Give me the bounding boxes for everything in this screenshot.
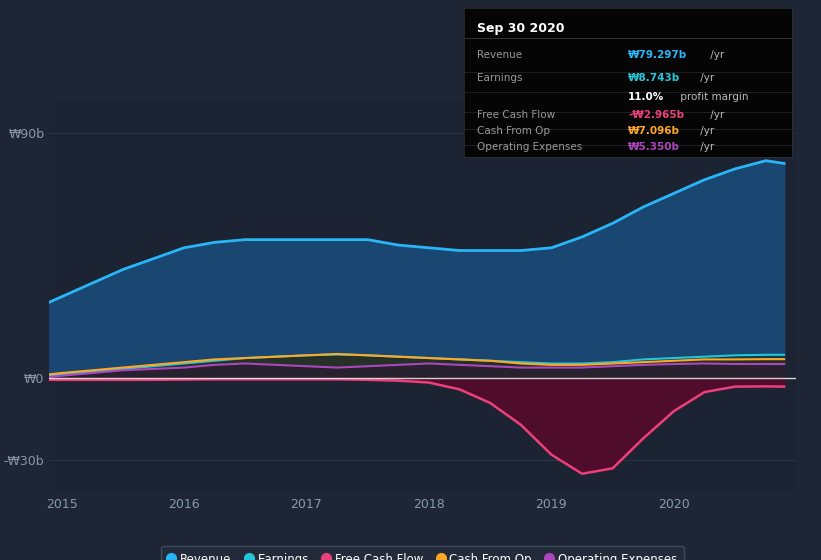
Text: /yr: /yr bbox=[697, 142, 714, 152]
Text: ₩8.743b: ₩8.743b bbox=[628, 73, 681, 83]
Text: Earnings: Earnings bbox=[477, 73, 522, 83]
Text: 11.0%: 11.0% bbox=[628, 92, 664, 102]
Text: /yr: /yr bbox=[697, 126, 714, 136]
Text: Revenue: Revenue bbox=[477, 50, 522, 60]
Text: /yr: /yr bbox=[697, 73, 714, 83]
Text: /yr: /yr bbox=[707, 110, 724, 120]
Text: /yr: /yr bbox=[707, 50, 724, 60]
Text: Sep 30 2020: Sep 30 2020 bbox=[477, 22, 565, 35]
Text: profit margin: profit margin bbox=[677, 92, 749, 102]
Text: Cash From Op: Cash From Op bbox=[477, 126, 550, 136]
Text: ₩5.350b: ₩5.350b bbox=[628, 142, 680, 152]
Legend: Revenue, Earnings, Free Cash Flow, Cash From Op, Operating Expenses: Revenue, Earnings, Free Cash Flow, Cash … bbox=[162, 546, 684, 560]
Text: -₩2.965b: -₩2.965b bbox=[628, 110, 684, 120]
Text: ₩7.096b: ₩7.096b bbox=[628, 126, 680, 136]
Text: ₩79.297b: ₩79.297b bbox=[628, 50, 687, 60]
Text: Free Cash Flow: Free Cash Flow bbox=[477, 110, 555, 120]
Text: Operating Expenses: Operating Expenses bbox=[477, 142, 582, 152]
